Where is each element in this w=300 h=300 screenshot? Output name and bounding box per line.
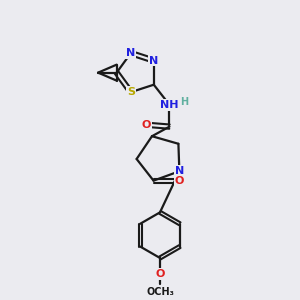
Text: N: N (175, 166, 184, 176)
Text: H: H (180, 97, 188, 107)
Text: O: O (175, 176, 184, 186)
Text: S: S (127, 87, 135, 97)
Text: NH: NH (160, 100, 179, 110)
Text: N: N (126, 48, 135, 58)
Text: N: N (149, 56, 158, 66)
Text: O: O (155, 269, 165, 279)
Text: OCH₃: OCH₃ (146, 287, 174, 297)
Text: O: O (142, 120, 151, 130)
